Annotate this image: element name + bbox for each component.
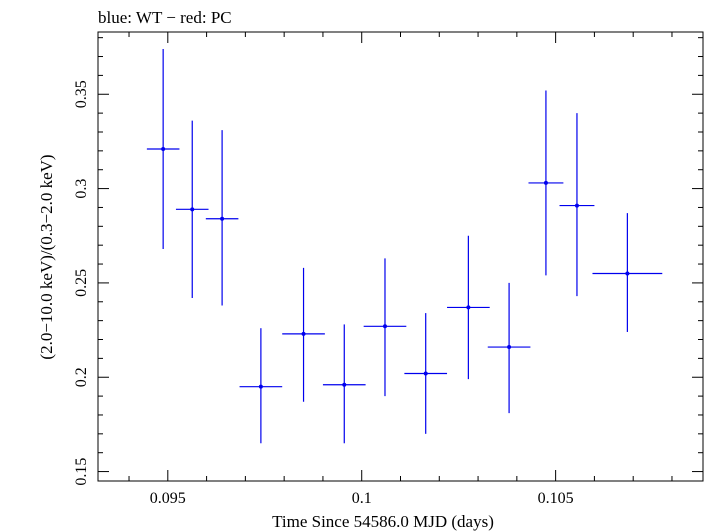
point-marker — [220, 216, 225, 221]
y-tick-label: 0.25 — [73, 269, 90, 297]
data-point — [447, 235, 490, 380]
y-tick-label: 0.3 — [73, 179, 90, 199]
data-point — [205, 130, 239, 306]
data-point — [239, 328, 283, 444]
data-point — [559, 113, 595, 297]
data-point — [175, 120, 209, 299]
data-point — [322, 324, 366, 444]
point-marker — [190, 207, 195, 212]
data-point — [363, 258, 407, 397]
x-tick-label: 0.1 — [352, 490, 372, 507]
point-marker — [423, 371, 428, 376]
x-tick-label: 0.095 — [150, 490, 186, 507]
point-marker — [507, 345, 512, 350]
point-marker — [161, 146, 166, 151]
x-tick-label: 0.105 — [538, 490, 574, 507]
point-marker — [301, 331, 306, 336]
plot-frame — [97, 31, 704, 482]
data-point — [528, 90, 564, 276]
data-point — [487, 282, 531, 414]
point-marker — [258, 384, 263, 389]
chart-title: blue: WT − red: PC — [98, 8, 232, 27]
y-tick-label: 0.2 — [73, 367, 90, 387]
x-axis-ticks: 0.095 0.1 0.105 — [128, 32, 673, 507]
x-axis-label: Time Since 54586.0 MJD (days) — [272, 512, 494, 531]
y-tick-label: 0.35 — [73, 80, 90, 108]
point-marker — [625, 271, 630, 276]
point-marker — [342, 382, 347, 387]
data-point — [592, 213, 663, 332]
data-points — [146, 48, 663, 444]
y-tick-label: 0.15 — [73, 458, 90, 486]
point-marker — [466, 305, 471, 310]
point-marker — [382, 324, 387, 329]
data-point — [282, 267, 325, 402]
data-point — [404, 313, 448, 434]
y-axis-label: (2.0−10.0 keV)/(0.3−2.0 keV) — [37, 154, 56, 359]
point-marker — [574, 203, 579, 208]
data-point — [146, 48, 180, 249]
point-marker — [543, 180, 548, 185]
y-axis-ticks: 0.15 0.2 0.25 0.3 0.35 — [73, 37, 703, 486]
